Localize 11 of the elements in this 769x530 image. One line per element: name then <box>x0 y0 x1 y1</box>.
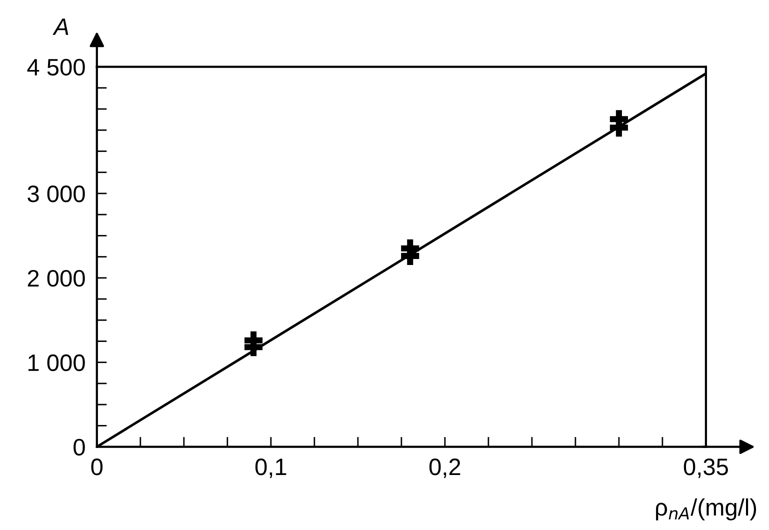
y-tick-label: 3 000 <box>28 186 85 202</box>
x-tick-label: 0,35 <box>684 458 728 478</box>
y-tick-label: 4 500 <box>27 58 85 76</box>
x-tick-label: 0,1 <box>255 458 286 478</box>
y-tick-label: 2 000 <box>28 270 85 287</box>
y-tick-label: 0 <box>74 438 85 456</box>
x-tick-label: 0,2 <box>429 458 460 478</box>
x-axis-title: ρ$_{nA}$/(mg/l) <box>656 498 756 520</box>
y-axis-title: A <box>52 18 68 35</box>
x-tick-label: 0 <box>91 458 103 476</box>
y-tick-label: 1 000 <box>28 354 85 372</box>
